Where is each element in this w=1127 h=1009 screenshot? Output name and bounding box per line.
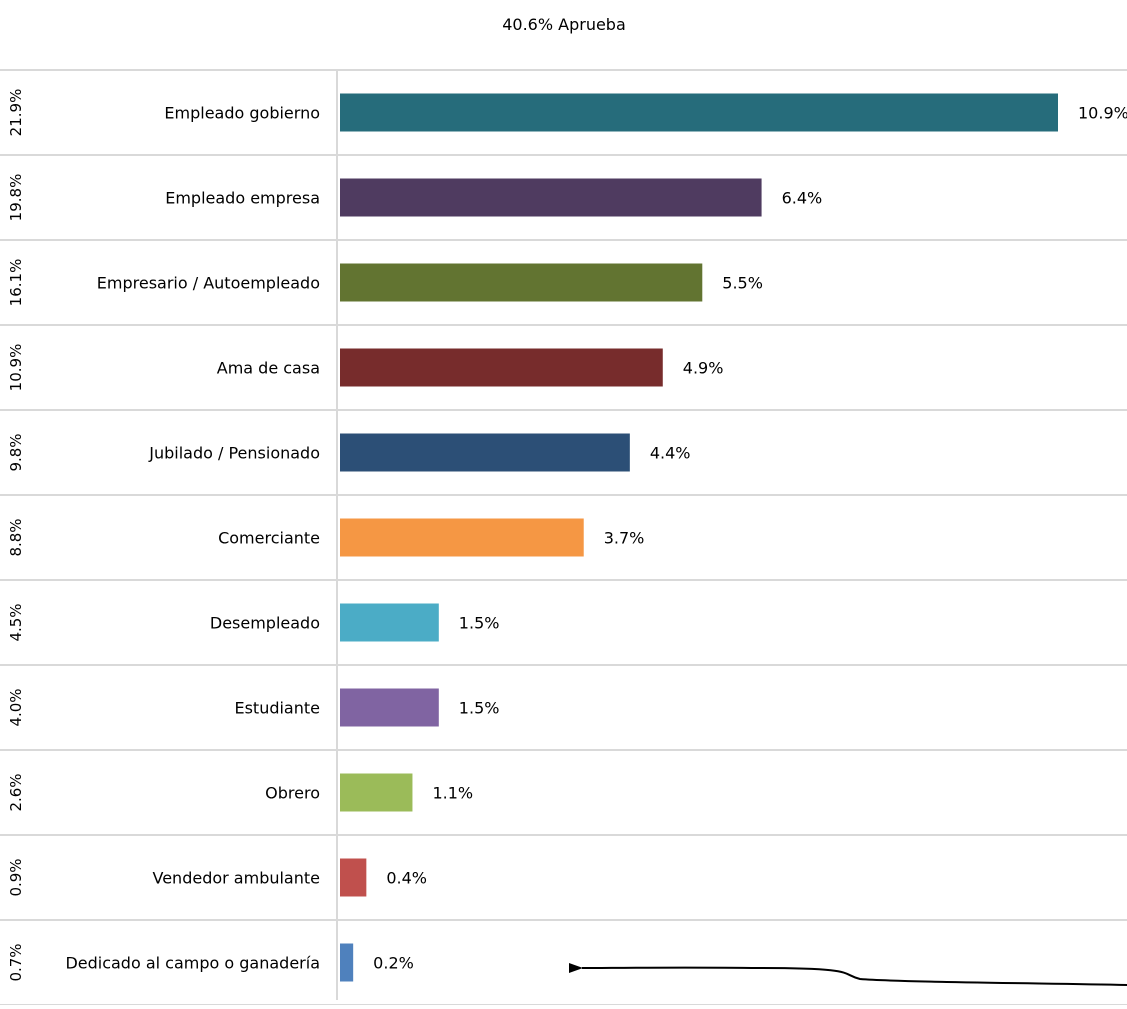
bar-row: 0.9% Vendedor ambulante 0.4% — [7, 858, 427, 896]
value-label: 1.1% — [432, 784, 473, 803]
category-label: Obrero — [265, 784, 320, 803]
category-label: Empleado empresa — [165, 189, 320, 208]
value-label: 0.4% — [386, 869, 427, 888]
value-label: 0.2% — [373, 954, 414, 973]
share-label: 0.9% — [7, 858, 25, 896]
category-label: Vendedor ambulante — [153, 869, 321, 888]
bar-row: 19.8% Empleado empresa 6.4% — [7, 174, 822, 222]
share-label: 16.1% — [7, 259, 25, 307]
chart-title: 40.6% Aprueba — [502, 15, 626, 34]
category-label: Estudiante — [234, 699, 320, 718]
value-label: 10.9% — [1078, 104, 1127, 123]
bar — [340, 433, 630, 472]
share-label: 21.9% — [7, 89, 25, 137]
category-label: Desempleado — [210, 614, 320, 633]
bar — [340, 858, 367, 897]
bar — [340, 773, 413, 812]
share-label: 2.6% — [7, 773, 25, 811]
value-label: 4.4% — [650, 444, 691, 463]
share-label: 4.0% — [7, 688, 25, 726]
bar — [340, 348, 663, 387]
bar-row: 16.1% Empresario / Autoempleado 5.5% — [7, 259, 763, 307]
share-label: 4.5% — [7, 603, 25, 641]
share-label: 19.8% — [7, 174, 25, 222]
bar — [340, 93, 1058, 132]
share-label: 0.7% — [7, 943, 25, 981]
value-label: 5.5% — [722, 274, 763, 293]
category-label: Empleado gobierno — [164, 104, 320, 123]
bar-row: 9.8% Jubilado / Pensionado 4.4% — [7, 433, 690, 471]
category-label: Jubilado / Pensionado — [148, 444, 320, 463]
bar — [340, 178, 762, 217]
bar-row: 8.8% Comerciante 3.7% — [7, 518, 644, 556]
category-label: Comerciante — [218, 529, 320, 548]
bar — [340, 518, 584, 557]
share-label: 8.8% — [7, 518, 25, 556]
bar-row: 0.7% Dedicado al campo o ganadería 0.2% — [7, 943, 414, 981]
category-label: Empresario / Autoempleado — [97, 274, 320, 293]
bar — [340, 603, 439, 642]
bar — [340, 688, 439, 727]
category-label: Ama de casa — [217, 359, 320, 378]
value-label: 1.5% — [459, 614, 500, 633]
value-label: 6.4% — [782, 189, 823, 208]
share-label: 10.9% — [7, 344, 25, 392]
value-label: 3.7% — [604, 529, 645, 548]
bar — [340, 263, 703, 302]
bar — [340, 943, 354, 982]
bar-rows: 21.9% Empleado gobierno 10.9% 19.8% Empleado… — [7, 89, 1127, 982]
value-label: 4.9% — [683, 359, 724, 378]
bar-row: 4.0% Estudiante 1.5% — [7, 688, 499, 726]
category-label: Dedicado al campo o ganadería — [65, 954, 320, 973]
bar-row: 21.9% Empleado gobierno 10.9% — [7, 89, 1127, 137]
annotation-arrow — [568, 963, 1127, 986]
bar-row: 4.5% Desempleado 1.5% — [7, 603, 499, 641]
bar-row: 10.9% Ama de casa 4.9% — [7, 344, 723, 392]
bar-row: 2.6% Obrero 1.1% — [7, 773, 473, 811]
value-label: 1.5% — [459, 699, 500, 718]
share-label: 9.8% — [7, 433, 25, 471]
